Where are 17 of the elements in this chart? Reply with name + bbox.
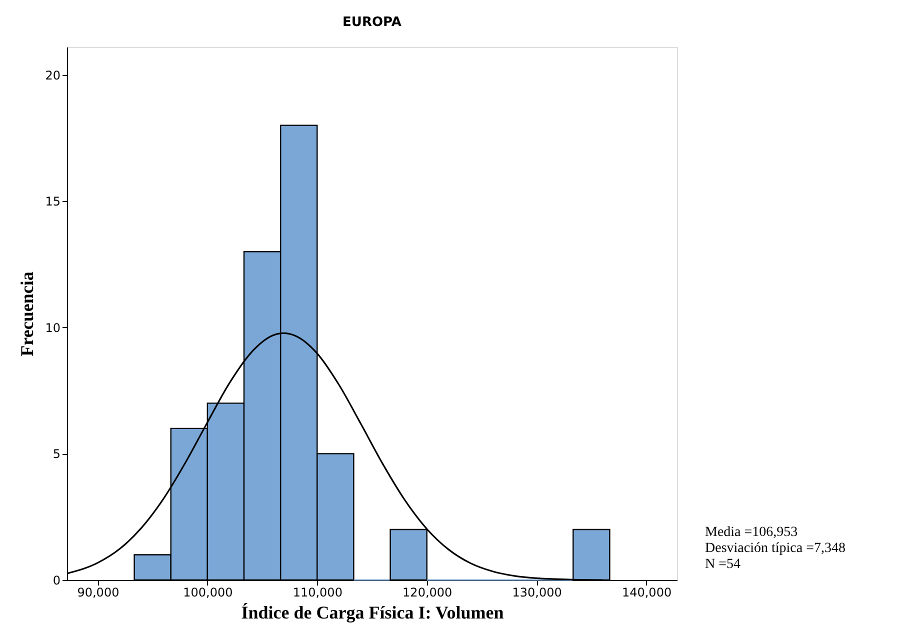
x-tick-label: 130,000 bbox=[512, 586, 562, 600]
x-tick-label: 100,000 bbox=[183, 586, 233, 600]
y-tick-label: 10 bbox=[45, 320, 60, 335]
y-tick-label: 20 bbox=[45, 68, 60, 82]
y-tick-label: 0 bbox=[52, 574, 60, 588]
text: Desviación típica =7,348 bbox=[705, 541, 846, 556]
x-tick-label: 120,000 bbox=[402, 586, 452, 600]
text: N =54 bbox=[705, 557, 741, 572]
x-axis-title: Índice de Carga Física I: Volumen bbox=[241, 602, 504, 622]
text: Media =106,953 bbox=[705, 525, 798, 540]
y-tick-label: 15 bbox=[45, 194, 60, 209]
chart-title: EUROPA bbox=[342, 15, 402, 30]
y-axis-title: Frecuencia bbox=[17, 272, 38, 356]
x-tick-label: 110,000 bbox=[292, 586, 342, 600]
x-tick-label: 140,000 bbox=[622, 586, 672, 600]
y-tick-label: 5 bbox=[52, 447, 60, 462]
x-tick-label: 90,000 bbox=[77, 586, 120, 600]
